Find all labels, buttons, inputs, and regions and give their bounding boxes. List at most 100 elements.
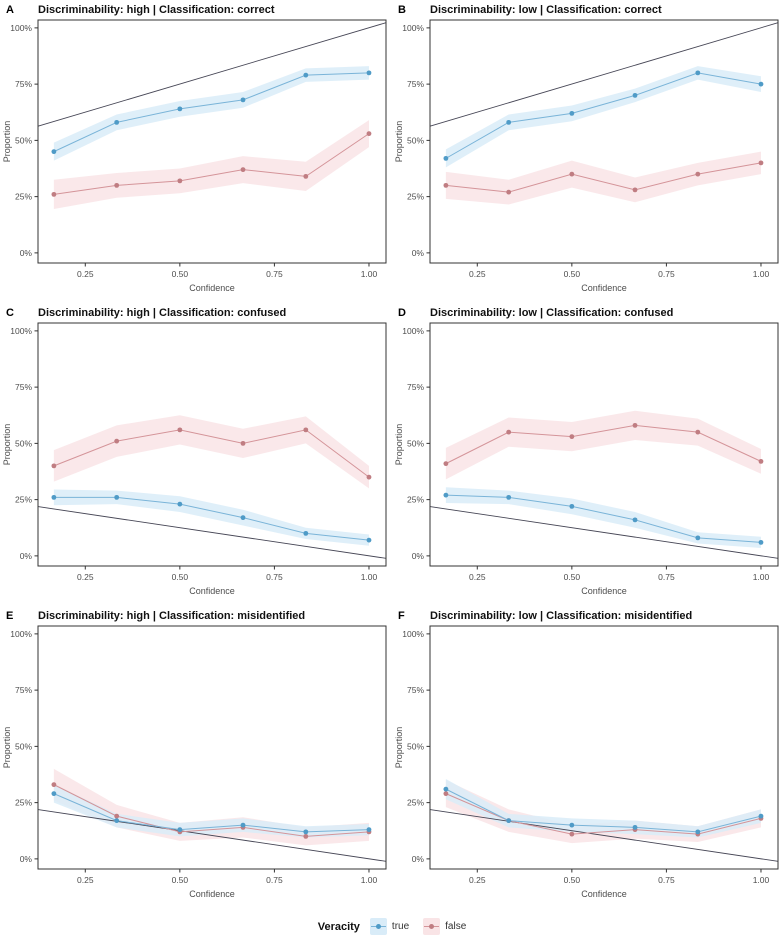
legend-point-icon: [429, 924, 435, 929]
y-tick-label: 100%: [402, 326, 424, 336]
line-false: [53, 784, 370, 837]
y-tick-label: 75%: [407, 382, 424, 392]
panel-title: Discriminability: low | Classification: …: [430, 610, 692, 622]
x-tick-label: 1.00: [753, 572, 770, 582]
y-axis-label: Proportion: [394, 121, 404, 163]
point-true: [632, 517, 638, 523]
y-tick-label: 75%: [15, 685, 32, 695]
panel-title: Discriminability: low | Classification: …: [430, 4, 662, 16]
ribbon-true: [445, 779, 761, 838]
reference-line: [429, 506, 779, 559]
point-false: [366, 131, 372, 137]
y-tick-label: 50%: [15, 741, 32, 751]
point-false: [114, 182, 120, 188]
x-tick-label: 1.00: [361, 875, 378, 885]
line-false: [445, 162, 762, 193]
x-tick-label: 1.00: [361, 572, 378, 582]
x-axis-label: Confidence: [581, 586, 627, 596]
point-false: [695, 429, 701, 435]
y-axis-label: Proportion: [2, 727, 12, 769]
panel-letter: A: [6, 4, 14, 16]
line-true: [445, 494, 762, 543]
point-true: [506, 818, 512, 824]
point-true: [758, 81, 764, 87]
y-axis-label: Proportion: [394, 727, 404, 769]
point-true: [366, 70, 372, 76]
y-tick-label: 50%: [407, 438, 424, 448]
legend-key-false: false: [423, 918, 466, 935]
x-tick-label: 1.00: [361, 269, 378, 279]
y-tick-label: 25%: [15, 192, 32, 202]
panel-svg-c: 0% 25% 50% 75% 100% 0.25 0.50 0.75 1.00 Proportio…: [2, 307, 387, 596]
point-false: [632, 187, 638, 193]
point-false: [51, 463, 57, 469]
line-true: [53, 496, 370, 541]
y-tick-label: 50%: [407, 741, 424, 751]
x-tick-label: 0.25: [77, 269, 94, 279]
point-false: [569, 171, 575, 177]
point-true: [695, 70, 701, 76]
panel-border: [429, 19, 779, 264]
point-false: [114, 813, 120, 819]
x-axis-label: Confidence: [189, 586, 235, 596]
x-axis-label: Confidence: [581, 283, 627, 293]
x-tick-label: 1.00: [753, 875, 770, 885]
point-false: [51, 191, 57, 197]
panel-b: 0% 25% 50% 75% 100% 0.25 0.50 0.75 1.00 Proportio…: [392, 0, 784, 303]
panel-f: 0% 25% 50% 75% 100% 0.25 0.50 0.75 1.00 Proportio…: [392, 606, 784, 909]
ribbon-false: [445, 151, 761, 205]
panel-border: [37, 322, 387, 567]
point-false: [303, 173, 309, 179]
x-tick-label: 0.25: [77, 875, 94, 885]
panel-letter: D: [398, 307, 406, 319]
legend: Veracity true false: [0, 909, 784, 944]
point-true: [569, 110, 575, 116]
panel-letter: C: [6, 307, 14, 319]
point-true: [632, 824, 638, 830]
panel-title: Discriminability: low | Classification: …: [430, 307, 673, 319]
point-true: [443, 155, 449, 161]
legend-keys: true false: [369, 918, 466, 935]
x-tick-label: 0.75: [658, 572, 675, 582]
point-false: [695, 171, 701, 177]
point-true: [758, 813, 764, 819]
point-true: [51, 791, 57, 797]
panel-svg-e: 0% 25% 50% 75% 100% 0.25 0.50 0.75 1.00 Proportio…: [2, 610, 387, 899]
y-tick-label: 50%: [15, 438, 32, 448]
reference-line: [37, 506, 387, 559]
point-true: [443, 492, 449, 498]
x-tick-label: 0.50: [172, 269, 189, 279]
point-true: [695, 829, 701, 835]
point-true: [114, 818, 120, 824]
panel-svg-f: 0% 25% 50% 75% 100% 0.25 0.50 0.75 1.00 Proportio…: [394, 610, 779, 899]
legend-title: Veracity: [317, 920, 360, 933]
y-tick-label: 25%: [15, 798, 32, 808]
point-false: [569, 831, 575, 837]
panel-border: [37, 19, 387, 264]
panel-letter: E: [6, 610, 13, 622]
y-tick-label: 25%: [407, 192, 424, 202]
x-tick-label: 0.25: [469, 269, 486, 279]
panel-c: 0% 25% 50% 75% 100% 0.25 0.50 0.75 1.00 Proportio…: [0, 303, 392, 606]
point-true: [366, 827, 372, 833]
y-tick-label: 75%: [407, 685, 424, 695]
ribbon-false: [53, 120, 369, 209]
legend-label: false: [445, 921, 467, 932]
point-false: [303, 833, 309, 839]
ribbon-false: [53, 415, 369, 489]
legend-swatch-true: [369, 918, 387, 935]
point-false: [177, 427, 183, 433]
point-true: [303, 829, 309, 835]
line-false: [53, 133, 370, 195]
line-true: [445, 788, 762, 833]
y-tick-label: 25%: [407, 798, 424, 808]
point-true: [51, 149, 57, 155]
point-false: [114, 438, 120, 444]
y-tick-label: 0%: [20, 854, 33, 864]
x-axis-label: Confidence: [189, 283, 235, 293]
line-true: [445, 72, 762, 159]
y-tick-label: 100%: [10, 23, 32, 33]
point-true: [240, 822, 246, 828]
reference-line: [429, 809, 779, 862]
